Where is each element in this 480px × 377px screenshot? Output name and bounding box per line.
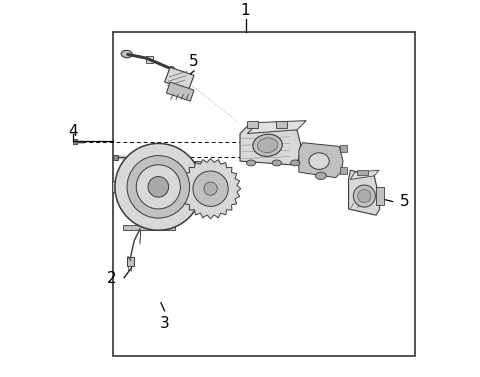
Circle shape [127,156,190,218]
Polygon shape [165,67,194,90]
Bar [340,145,348,152]
Bar [73,139,77,144]
Circle shape [115,143,202,230]
Circle shape [353,185,375,207]
Polygon shape [167,82,194,101]
Circle shape [204,182,217,195]
Polygon shape [180,158,241,219]
Circle shape [148,176,168,197]
Text: 4: 4 [68,124,77,139]
Polygon shape [240,126,300,165]
Bar [276,121,287,128]
Bar [247,121,258,128]
Circle shape [193,171,228,206]
Ellipse shape [272,160,281,166]
Bar [357,170,368,175]
Ellipse shape [253,134,282,156]
Text: 5: 5 [400,194,409,209]
Bar [127,257,134,266]
Text: 1: 1 [240,3,251,18]
Text: 3: 3 [160,316,169,331]
Bar [113,155,118,159]
Ellipse shape [121,51,132,58]
Bar [340,167,348,174]
Ellipse shape [315,172,326,179]
Text: 5: 5 [189,54,199,69]
Bar [376,187,384,205]
Polygon shape [247,121,306,133]
Ellipse shape [257,138,278,153]
Bar [146,56,153,63]
Polygon shape [348,170,380,215]
Polygon shape [350,170,379,179]
Bar [113,32,415,356]
Ellipse shape [290,160,300,166]
Text: 2: 2 [107,271,117,286]
Ellipse shape [169,66,175,71]
Ellipse shape [246,160,256,166]
Polygon shape [299,143,343,178]
Ellipse shape [309,153,329,169]
Circle shape [136,165,180,209]
Bar [192,161,203,169]
Circle shape [358,189,371,203]
Polygon shape [123,225,175,230]
Bar [112,181,121,192]
